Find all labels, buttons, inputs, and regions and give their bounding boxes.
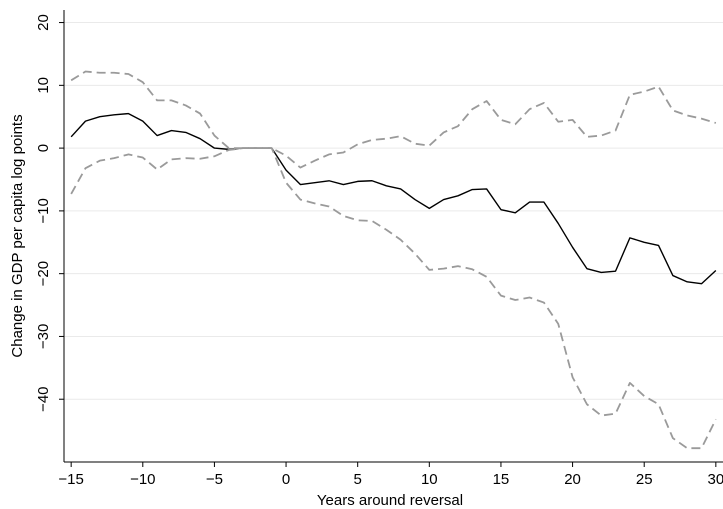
series-line-estimate [70,112,717,285]
y-tick-label: −40 [35,386,52,411]
y-tick-label: −20 [35,261,52,286]
series-line-confidence-band-1 [70,70,717,169]
x-tick-label: 0 [282,471,290,488]
x-axis-title: Years around reversal [317,492,463,509]
x-tick-label: −15 [58,471,83,488]
gridlines [64,22,723,400]
y-tick-label: 10 [35,77,52,94]
x-tick-label: 25 [636,471,653,488]
y-tick-label: −30 [35,324,52,349]
y-axis-title: Change in GDP per capita log points [9,114,26,357]
x-tick-label: 15 [493,471,510,488]
y-tick-label: −10 [35,198,52,223]
x-tick-label: 30 [707,471,723,488]
x-tick-label: −10 [130,471,155,488]
x-ticks: −15 −10 −5 0 5 10 15 20 25 30 [58,462,723,488]
y-tick-label: 0 [35,144,52,152]
series-line-confidence-band-2 [70,147,717,450]
series-layer [70,70,717,450]
x-tick-label: 20 [564,471,581,488]
x-tick-label: 10 [421,471,438,488]
x-tick-label: −5 [206,471,223,488]
x-tick-label: 5 [354,471,362,488]
y-ticks: 20 10 0 −10 −20 −30 −40 [35,14,64,412]
y-tick-label: 20 [35,14,52,31]
